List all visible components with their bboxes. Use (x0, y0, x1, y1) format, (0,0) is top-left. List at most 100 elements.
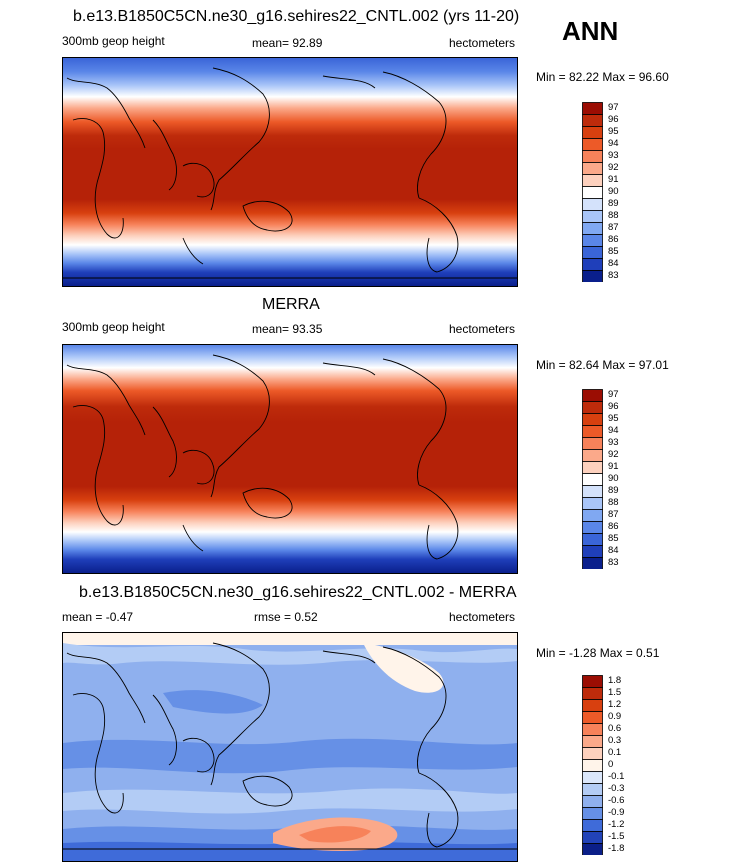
model-units-label: hectometers (449, 36, 516, 50)
diff-colorbar-swatch (582, 711, 603, 724)
model-colorbar-label: 83 (608, 270, 619, 281)
diff-colorbar-label: 1.5 (608, 687, 622, 698)
obs-variable-label: 300mb geop height (62, 320, 165, 334)
obs-colorbar-swatch (582, 389, 603, 402)
diff-colorbar-label: -1.2 (608, 819, 625, 830)
diff-colorbar-swatch (582, 795, 603, 808)
obs-colorbar-label: 85 (608, 533, 619, 544)
diff-colorbar-label: -0.9 (608, 807, 625, 818)
diff-colorbar-label: 0.3 (608, 735, 622, 746)
model-colorbar-swatch (582, 102, 603, 115)
model-colorbar-label: 93 (608, 150, 619, 161)
diff-colorbar-swatch (582, 759, 603, 772)
model-colorbar-label: 95 (608, 126, 619, 137)
model-colorbar-label: 87 (608, 222, 619, 233)
diff-colorbar-label: 0 (608, 759, 614, 770)
model-field (63, 58, 517, 286)
diff-colorbar-swatch (582, 783, 603, 796)
obs-map (62, 344, 518, 574)
obs-colorbar-label: 92 (608, 449, 619, 460)
obs-colorbar-swatch (582, 533, 603, 546)
model-colorbar-swatch (582, 210, 603, 223)
model-colorbar-label: 86 (608, 234, 619, 245)
obs-colorbar-swatch (582, 545, 603, 558)
model-colorbar-swatch (582, 186, 603, 199)
model-coastlines (63, 67, 517, 279)
diff-colorbar-label: -0.3 (608, 783, 625, 794)
model-map-svg (63, 58, 517, 286)
model-colorbar-label: 94 (608, 138, 619, 149)
obs-colorbar-label: 94 (608, 425, 619, 436)
diff-panel-title: b.e13.B1850C5CN.ne30_g16.sehires22_CNTL.… (79, 584, 517, 601)
obs-colorbar-swatch (582, 449, 603, 462)
diff-colorbar-label: 0.1 (608, 747, 622, 758)
obs-field (63, 345, 517, 573)
diff-colorbar-label: -1.8 (608, 843, 625, 854)
diff-map-svg (63, 633, 517, 861)
model-colorbar-swatch (582, 138, 603, 151)
obs-colorbar-label: 86 (608, 521, 619, 532)
obs-colorbar-label: 95 (608, 413, 619, 424)
obs-minmax-label: Min = 82.64 Max = 97.01 (536, 358, 669, 372)
model-map (62, 57, 518, 287)
obs-colorbar-swatch (582, 521, 603, 534)
model-colorbar-label: 88 (608, 210, 619, 221)
obs-colorbar-label: 87 (608, 509, 619, 520)
model-colorbar-swatch (582, 198, 603, 211)
model-colorbar-swatch (582, 126, 603, 139)
model-colorbar-label: 89 (608, 198, 619, 209)
obs-colorbar-swatch (582, 437, 603, 450)
diff-rmse-label: rmse = 0.52 (254, 610, 318, 624)
model-colorbar-swatch (582, 150, 603, 163)
diff-colorbar-swatch (582, 699, 603, 712)
model-minmax-label: Min = 82.22 Max = 96.60 (536, 70, 669, 84)
obs-colorbar-label: 89 (608, 485, 619, 496)
model-mean-label: mean= 92.89 (252, 36, 323, 50)
obs-colorbar-label: 96 (608, 401, 619, 412)
obs-colorbar-svg (582, 389, 603, 569)
obs-colorbar-swatch (582, 497, 603, 510)
diff-mean-label: mean = -0.47 (62, 610, 134, 624)
model-colorbar-swatch (582, 222, 603, 235)
diff-colorbar-swatch (582, 771, 603, 784)
obs-colorbar-swatch (582, 485, 603, 498)
diff-colorbar-svg (582, 675, 603, 855)
obs-units-label: hectometers (449, 322, 516, 336)
diff-colorbar-swatch (582, 735, 603, 748)
diff-colorbar-swatch (582, 747, 603, 760)
diff-colorbar-label: -0.6 (608, 795, 625, 806)
obs-colorbar-swatch (582, 425, 603, 438)
obs-map-svg (63, 345, 517, 573)
model-colorbar-swatch (582, 114, 603, 127)
obs-colorbar-swatch (582, 461, 603, 474)
model-colorbar-swatch (582, 174, 603, 187)
obs-colorbar (582, 389, 603, 569)
model-variable-label: 300mb geop height (62, 34, 165, 48)
model-colorbar-swatch (582, 234, 603, 247)
diff-colorbar-label: 1.2 (608, 699, 622, 710)
obs-coastlines (66, 354, 459, 560)
diff-units-label: hectometers (449, 610, 516, 624)
model-colorbar-label: 92 (608, 162, 619, 173)
diff-colorbar-swatch (582, 831, 603, 844)
diff-colorbar-swatch (582, 687, 603, 700)
obs-colorbar-swatch (582, 413, 603, 426)
obs-colorbar-label: 93 (608, 437, 619, 448)
model-colorbar-label: 90 (608, 186, 619, 197)
obs-colorbar-swatch (582, 473, 603, 486)
obs-colorbar-label: 83 (608, 557, 619, 568)
obs-colorbar-label: 84 (608, 545, 619, 556)
model-colorbar-label: 96 (608, 114, 619, 125)
season-label: ANN (562, 16, 619, 46)
model-colorbar-label: 85 (608, 246, 619, 257)
diff-colorbar-label: 0.9 (608, 711, 622, 722)
obs-mean-label: mean= 93.35 (252, 322, 323, 336)
model-colorbar-svg (582, 102, 603, 282)
diff-minmax-label: Min = -1.28 Max = 0.51 (536, 646, 660, 660)
obs-colorbar-label: 88 (608, 497, 619, 508)
diff-colorbar-label: -0.1 (608, 771, 625, 782)
diff-colorbar-swatch (582, 843, 603, 855)
model-colorbar-label: 97 (608, 102, 619, 113)
obs-panel-title: MERRA (262, 296, 320, 313)
model-colorbar-swatch (582, 246, 603, 259)
